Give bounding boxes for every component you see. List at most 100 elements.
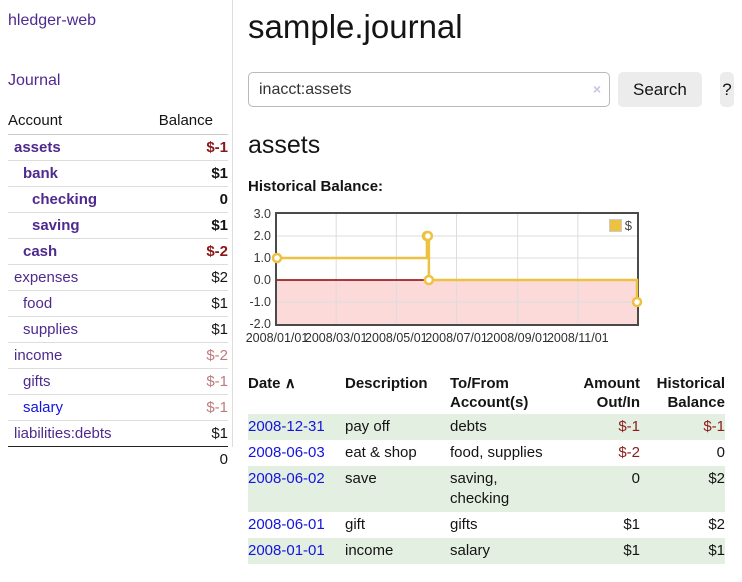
x-axis-tick-label: 2008/05/01 [365,331,428,345]
transaction-date-link[interactable]: 2008-06-01 [248,516,325,533]
search-input[interactable] [248,72,610,107]
accounts-total-value: 0 [139,446,228,472]
transaction-accounts: salary [450,542,491,559]
transaction-date-link[interactable]: 2008-12-31 [248,418,325,435]
transaction-balance: $2 [708,516,725,533]
account-title: assets [248,131,321,159]
account-name-cell: food [8,290,140,317]
account-row: food $1 [8,290,228,317]
account-balance: $1 [139,420,228,447]
account-balance: $-1 [139,368,228,395]
transaction-date-link[interactable]: 2008-06-02 [248,470,325,487]
account-name-cell: liabilities:debts [8,420,140,447]
transaction-description: eat & shop [345,444,417,461]
transaction-row[interactable]: 2008-06-03 eat & shop food, supplies $-2 0 [248,440,725,466]
accounts-table: Account Balance assets $-1 bank $1 checking 0… [8,108,228,472]
account-name-cell: saving [8,212,140,239]
transaction-description: pay off [345,418,390,435]
transaction-accounts: debts [450,418,487,435]
transaction-row[interactable]: 2008-12-31 pay off debts $-1 $-1 [248,414,725,440]
account-link-expenses[interactable]: expenses [14,269,79,286]
transaction-row[interactable]: 2008-06-01 gift gifts $1 $2 [248,512,725,538]
sort-ascending-icon: ∧ [284,375,296,392]
main-content: sample.journal × Search ? assets Histori… [246,0,734,564]
account-balance: $-2 [139,342,228,369]
account-link-bank[interactable]: bank [23,165,59,182]
account-name-cell: income [8,342,140,369]
accounts-col-balance: Balance [139,108,228,135]
transaction-date-link[interactable]: 2008-01-01 [248,542,325,559]
data-point-marker [422,230,434,242]
account-row: liabilities:debts $1 [8,420,228,447]
account-balance: $1 [139,316,228,343]
historical-balance-chart: $ 3.0 2.0 1.0 0.0 -1.0 -2.0 2008/01/01 2008/03/… [246,204,678,346]
accounts-table-body: assets $-1 bank $1 checking 0 saving $1 cash $-2 e… [8,134,228,447]
chart-label: Historical Balance: [248,178,384,195]
help-button[interactable]: ? [719,72,734,107]
account-link-liabilities-debts[interactable]: liabilities:debts [14,425,112,442]
transaction-accounts: food, supplies [450,444,543,461]
transaction-description: save [345,470,377,487]
col-date[interactable]: Date ∧ [248,372,345,414]
account-balance: $1 [139,290,228,317]
transaction-amount: $1 [623,542,640,559]
account-balance: $1 [139,160,228,187]
transaction-amount: $-1 [618,418,640,435]
search-button[interactable]: Search [618,72,702,107]
account-link-salary[interactable]: salary [23,399,64,416]
register-table-body: 2008-12-31 pay off debts $-1 $-1 2008-06-03 ea… [248,414,725,564]
account-row: salary $-1 [8,394,228,421]
account-balance: $-2 [139,238,228,265]
transaction-accounts: gifts [450,516,478,533]
data-point-marker [631,296,643,308]
y-axis-tick-label: 1.0 [253,251,271,265]
account-name-cell: gifts [8,368,140,395]
account-balance: $-1 [139,394,228,421]
accounts-col-account: Account [8,108,140,135]
transaction-balance: $1 [708,542,725,559]
transaction-amount: $-2 [618,444,640,461]
chart-plot-area: $ [271,212,643,326]
sidebar-item-journal[interactable]: Journal [8,72,61,89]
account-row: bank $1 [8,160,228,187]
y-axis-tick-label: -2.0 [249,317,271,331]
app-brand-link[interactable]: hledger-web [8,12,97,29]
account-link-food[interactable]: food [23,295,53,312]
account-link-supplies[interactable]: supplies [23,321,79,338]
register-table: Date ∧ Description To/From Account(s) Am… [248,372,725,564]
search-bar: × Search ? [248,72,734,107]
col-date-label: Date [248,375,281,392]
x-axis-tick-label: 2008/11/01 [546,331,609,345]
legend-label: $ [624,218,632,233]
account-name-cell: cash [8,238,140,265]
account-row: supplies $1 [8,316,228,343]
transaction-date-link[interactable]: 2008-06-03 [248,444,325,461]
account-link-checking[interactable]: checking [32,191,98,208]
account-link-income[interactable]: income [14,347,63,364]
account-row: saving $1 [8,212,228,239]
account-link-assets[interactable]: assets [14,139,61,156]
x-axis-tick-label: 2008/03/01 [304,331,368,345]
account-row: cash $-2 [8,238,228,265]
transaction-description: income [345,542,394,559]
transaction-description: gift [345,516,366,533]
spacer [8,446,140,472]
transaction-amount: 0 [631,470,640,487]
col-amount: Amount Out/In [583,375,640,411]
x-axis-tick-label: 2008/07/01 [425,331,488,345]
register-header-row: Date ∧ Description To/From Account(s) Am… [248,372,725,414]
account-link-saving[interactable]: saving [32,217,80,234]
accounts-total-row: 0 [8,446,228,472]
clear-search-icon[interactable]: × [592,81,601,97]
account-link-gifts[interactable]: gifts [23,373,51,390]
transaction-balance: 0 [716,444,725,461]
transaction-amount: $1 [623,516,640,533]
account-row: expenses $2 [8,264,228,291]
account-row: checking 0 [8,186,228,213]
transaction-row[interactable]: 2008-06-02 save saving, checking 0 $2 [248,466,725,512]
account-link-cash[interactable]: cash [23,243,58,260]
y-axis-tick-label: 2.0 [253,229,271,243]
search-box: × [248,72,610,107]
account-name-cell: supplies [8,316,140,343]
transaction-row[interactable]: 2008-01-01 income salary $1 $1 [248,538,725,564]
